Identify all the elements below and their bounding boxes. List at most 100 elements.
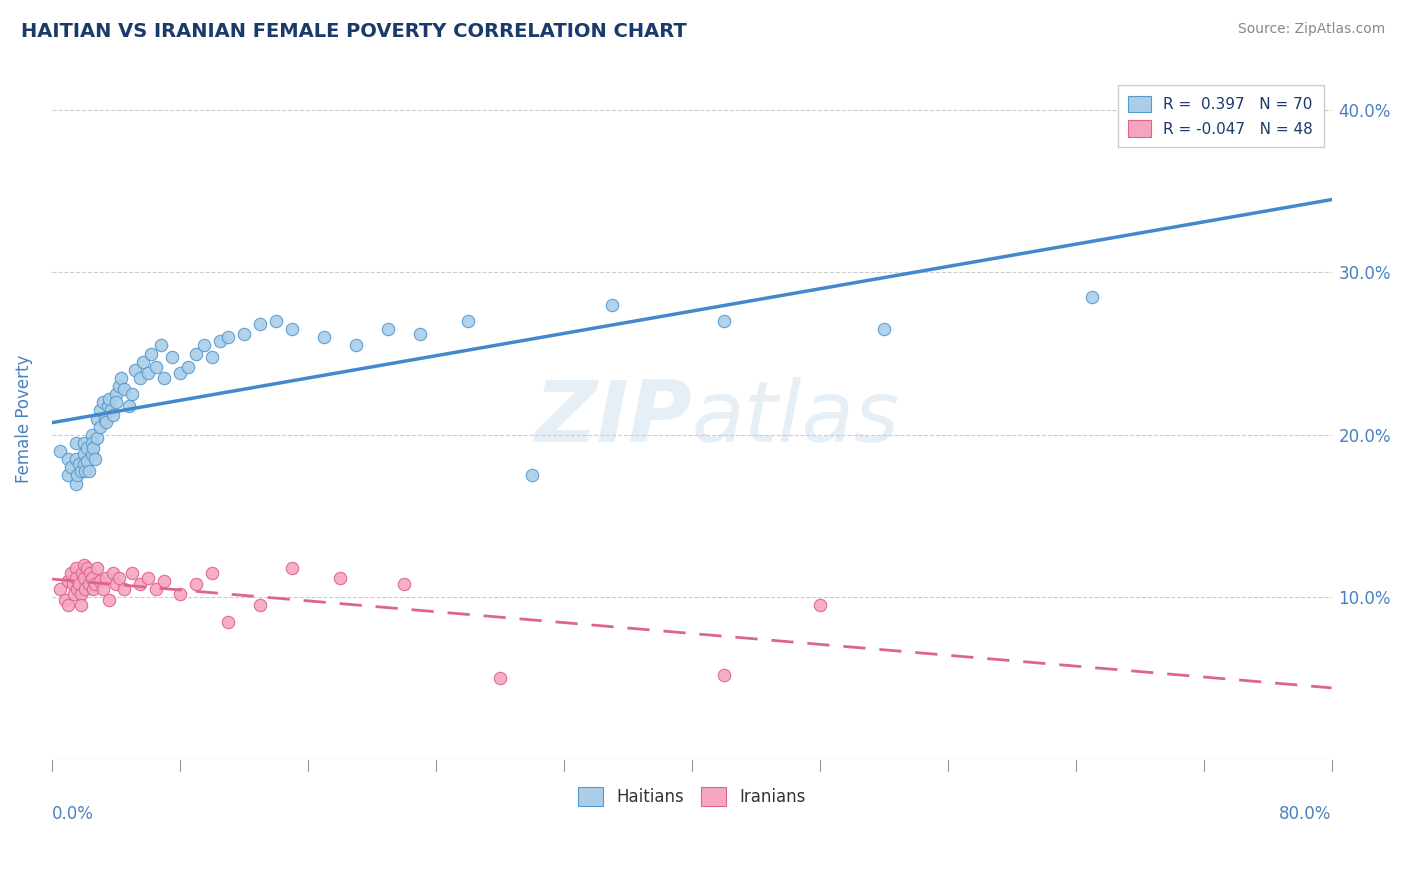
Point	[132, 355, 155, 369]
Point	[98, 392, 121, 406]
Point	[208, 334, 231, 348]
Point	[201, 350, 224, 364]
Point	[80, 436, 103, 450]
Text: HAITIAN VS IRANIAN FEMALE POVERTY CORRELATION CHART: HAITIAN VS IRANIAN FEMALE POVERTY CORREL…	[21, 22, 688, 41]
Point	[75, 464, 97, 478]
Point	[280, 322, 302, 336]
Point	[91, 582, 114, 596]
Text: 80.0%: 80.0%	[1279, 805, 1331, 823]
Point	[600, 298, 623, 312]
Point	[67, 577, 90, 591]
Point	[82, 582, 104, 596]
Point	[136, 366, 159, 380]
Point	[177, 359, 200, 374]
Point	[86, 561, 108, 575]
Point	[139, 346, 162, 360]
Point	[520, 468, 543, 483]
Point	[56, 599, 79, 613]
Point	[152, 574, 174, 588]
Point	[75, 582, 97, 596]
Point	[121, 566, 143, 580]
Point	[184, 346, 207, 360]
Point	[65, 571, 87, 585]
Point	[89, 419, 111, 434]
Point	[62, 577, 84, 591]
Point	[73, 571, 96, 585]
Point	[124, 363, 146, 377]
Point	[86, 431, 108, 445]
Point	[89, 574, 111, 588]
Point	[108, 571, 131, 585]
Point	[56, 574, 79, 588]
Point	[69, 599, 91, 613]
Point	[112, 382, 135, 396]
Point	[80, 571, 103, 585]
Text: atlas: atlas	[692, 377, 900, 460]
Point	[249, 599, 271, 613]
Point	[110, 371, 132, 385]
Text: ZIP: ZIP	[534, 377, 692, 460]
Point	[98, 593, 121, 607]
Point	[169, 366, 191, 380]
Text: 0.0%: 0.0%	[52, 805, 94, 823]
Point	[59, 460, 82, 475]
Point	[149, 338, 172, 352]
Point	[104, 387, 127, 401]
Point	[73, 447, 96, 461]
Point	[94, 415, 117, 429]
Point	[201, 566, 224, 580]
Point	[86, 411, 108, 425]
Point	[160, 350, 183, 364]
Point	[249, 318, 271, 332]
Point	[112, 582, 135, 596]
Point	[65, 561, 87, 575]
Point	[217, 615, 239, 629]
Point	[53, 593, 76, 607]
Point	[94, 571, 117, 585]
Point	[128, 371, 150, 385]
Point	[232, 327, 254, 342]
Point	[97, 399, 120, 413]
Point	[713, 314, 735, 328]
Point	[152, 371, 174, 385]
Point	[808, 599, 831, 613]
Y-axis label: Female Poverty: Female Poverty	[15, 354, 32, 483]
Point	[104, 577, 127, 591]
Point	[136, 571, 159, 585]
Point	[392, 577, 415, 591]
Point	[73, 558, 96, 572]
Point	[101, 409, 124, 423]
Point	[69, 464, 91, 478]
Point	[76, 441, 98, 455]
Point	[1080, 290, 1102, 304]
Point	[264, 314, 287, 328]
Point	[89, 403, 111, 417]
Point	[65, 476, 87, 491]
Point	[73, 436, 96, 450]
Point	[79, 566, 101, 580]
Point	[128, 577, 150, 591]
Point	[70, 566, 93, 580]
Point	[84, 452, 107, 467]
Point	[65, 436, 87, 450]
Point	[77, 464, 100, 478]
Point	[80, 447, 103, 461]
Point	[872, 322, 894, 336]
Point	[184, 577, 207, 591]
Point	[488, 672, 510, 686]
Point	[56, 468, 79, 483]
Point	[59, 566, 82, 580]
Point	[100, 403, 122, 417]
Point	[104, 395, 127, 409]
Point	[329, 571, 352, 585]
Point	[713, 668, 735, 682]
Point	[91, 395, 114, 409]
Point	[76, 454, 98, 468]
Point	[344, 338, 367, 352]
Point	[82, 441, 104, 455]
Point	[145, 359, 167, 374]
Point	[280, 561, 302, 575]
Point	[457, 314, 479, 328]
Point	[66, 468, 89, 483]
Point	[80, 427, 103, 442]
